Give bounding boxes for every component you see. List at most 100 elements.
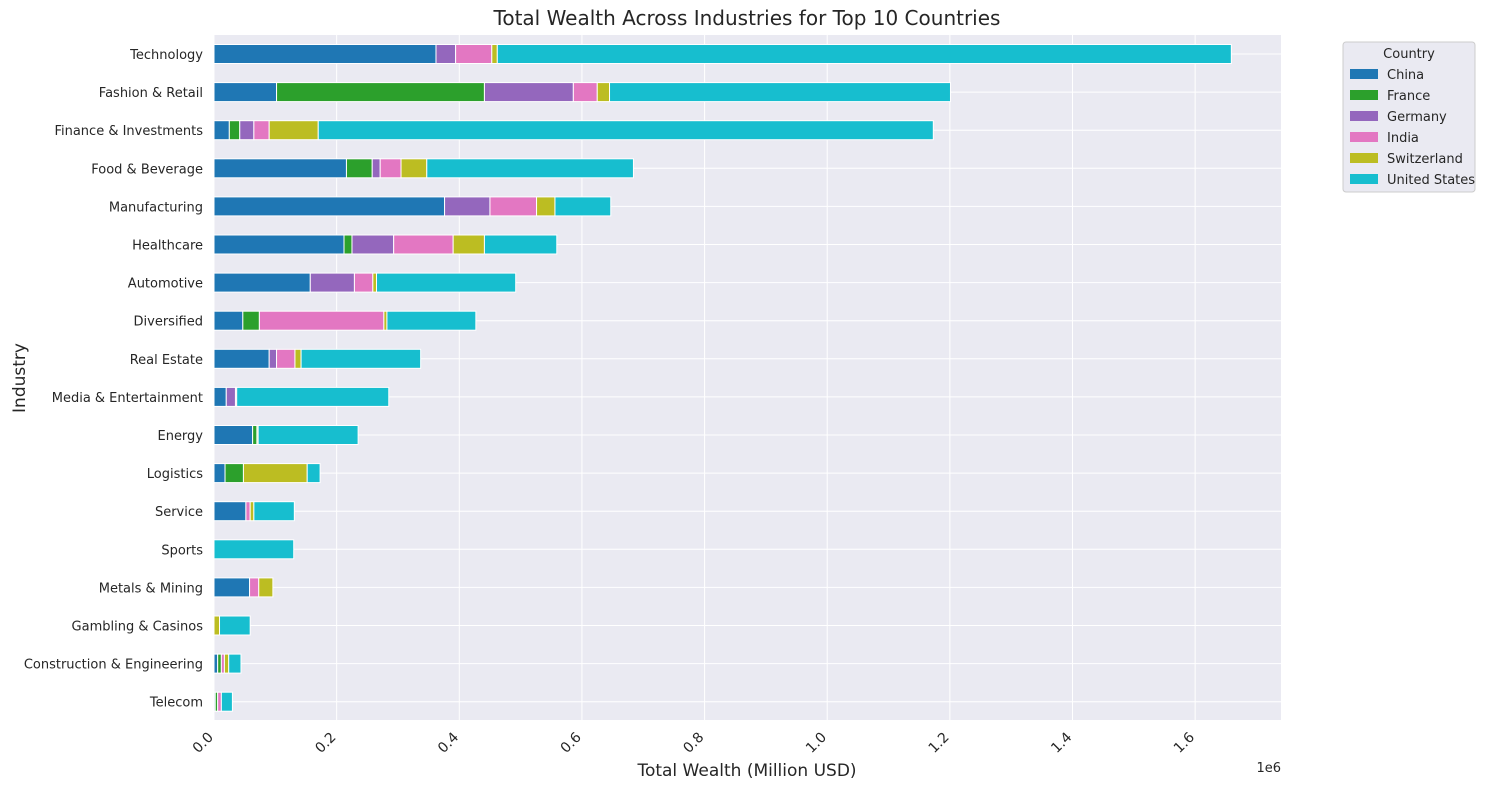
bar-segment — [452, 234, 485, 255]
y-tick-label: Manufacturing — [109, 200, 203, 215]
legend-label: France — [1387, 89, 1430, 104]
bar-segment — [213, 44, 437, 64]
bar-segment — [217, 691, 222, 712]
y-tick-label: Telecom — [149, 696, 203, 711]
x-tick-labels: 0.0 0.2 0.4 0.6 0.8 1.0 1.2 1.4 1.6 — [190, 729, 1198, 756]
bars — [213, 44, 1232, 712]
bar-segment — [213, 272, 311, 293]
bar-segment — [213, 310, 244, 331]
bar-segment — [224, 463, 244, 484]
bar-segment — [213, 463, 226, 484]
bar-segment — [213, 386, 227, 407]
bar-segment — [249, 501, 255, 522]
legend-label: Switzerland — [1387, 152, 1463, 167]
y-tick-label: Technology — [129, 48, 203, 63]
bar-segment — [219, 615, 251, 636]
bar-segment — [228, 120, 241, 141]
bar-segment — [228, 653, 242, 674]
bar-segment — [371, 158, 381, 179]
bar-segment — [236, 386, 390, 407]
bar-segment — [213, 615, 221, 636]
x-tick-label: 0.2 — [312, 730, 339, 757]
bar-segment — [258, 310, 385, 331]
bar-segment — [217, 653, 222, 674]
bar-segment — [213, 82, 278, 103]
bar-segment — [253, 501, 295, 522]
x-tick-label: 0.0 — [190, 730, 217, 757]
y-tick-label: Food & Beverage — [91, 162, 203, 177]
bar-segment — [213, 577, 251, 598]
y-tick-label: Automotive — [128, 277, 203, 292]
bar-segment — [400, 158, 428, 179]
bar-segment — [609, 82, 951, 103]
y-axis-label: Industry — [10, 343, 30, 413]
bar-segment — [276, 348, 296, 369]
bar-segment — [372, 272, 378, 293]
y-tick-label: Finance & Investments — [54, 124, 203, 139]
bar-segment — [489, 196, 538, 217]
y-tick-label: Energy — [157, 429, 203, 444]
legend-label: China — [1387, 68, 1424, 83]
y-tick-label: Service — [155, 505, 203, 520]
legend-label: United States — [1387, 173, 1475, 188]
bar-segment — [213, 501, 247, 522]
y-tick-labels: Technology Fashion & Retail Finance & Inve… — [24, 48, 203, 711]
bar-segment — [554, 196, 612, 217]
legend-swatch — [1350, 132, 1378, 142]
bar-segment — [245, 501, 251, 522]
legend-swatch — [1350, 69, 1378, 79]
legend-label: Germany — [1387, 110, 1447, 125]
y-tick-label: Sports — [161, 543, 203, 558]
bar-segment — [268, 120, 319, 141]
bar-segment — [435, 44, 457, 64]
bar-segment — [242, 463, 308, 484]
bar-segment — [343, 234, 353, 255]
bar-segment — [536, 196, 556, 217]
bar-segment — [239, 120, 255, 141]
x-tick-label: 1.0 — [803, 730, 830, 757]
bar-segment — [306, 463, 321, 484]
legend-title: Country — [1383, 47, 1435, 62]
bar-segment — [496, 44, 1232, 64]
plot-area — [214, 35, 1281, 720]
bar-segment — [491, 44, 498, 64]
x-tick-label: 0.4 — [435, 729, 462, 756]
bar-segment — [213, 234, 345, 255]
y-tick-label: Healthcare — [132, 239, 203, 254]
y-tick-label: Gambling & Casinos — [72, 620, 204, 635]
y-tick-label: Logistics — [147, 467, 203, 482]
bar-segment — [242, 310, 260, 331]
x-tick-label: 1.6 — [1171, 729, 1198, 756]
x-tick-label: 0.6 — [558, 729, 585, 756]
bar-segment — [351, 234, 395, 255]
bar-segment — [455, 44, 493, 64]
bar-segment — [213, 196, 446, 217]
bar-segment — [300, 348, 422, 369]
bar-segment — [268, 348, 278, 369]
bar-segment — [220, 691, 233, 712]
bar-segment — [393, 234, 454, 255]
x-tick-label: 1.2 — [926, 730, 953, 757]
bar-segment — [596, 82, 611, 103]
x-axis-offset-label: 1e6 — [1256, 761, 1281, 776]
legend-swatch — [1350, 90, 1378, 100]
legend-label: India — [1387, 131, 1419, 146]
bar-segment — [253, 120, 270, 141]
bar-segment — [345, 158, 373, 179]
bar-segment — [249, 577, 260, 598]
legend: Country China France Germany India Switzerla… — [1342, 41, 1476, 193]
y-tick-label: Construction & Engineering — [24, 658, 203, 673]
bar-segment — [223, 653, 230, 674]
bar-segment — [379, 158, 402, 179]
bar-segment — [257, 425, 359, 445]
bar-segment — [213, 348, 270, 369]
legend-swatch — [1350, 111, 1378, 121]
legend-swatch — [1350, 174, 1378, 184]
bar-segment — [353, 272, 374, 293]
legend-swatch — [1350, 153, 1378, 163]
bar-segment — [213, 425, 254, 445]
bar-segment — [276, 82, 485, 103]
bar-segment — [426, 158, 634, 179]
bar-segment — [386, 310, 477, 331]
